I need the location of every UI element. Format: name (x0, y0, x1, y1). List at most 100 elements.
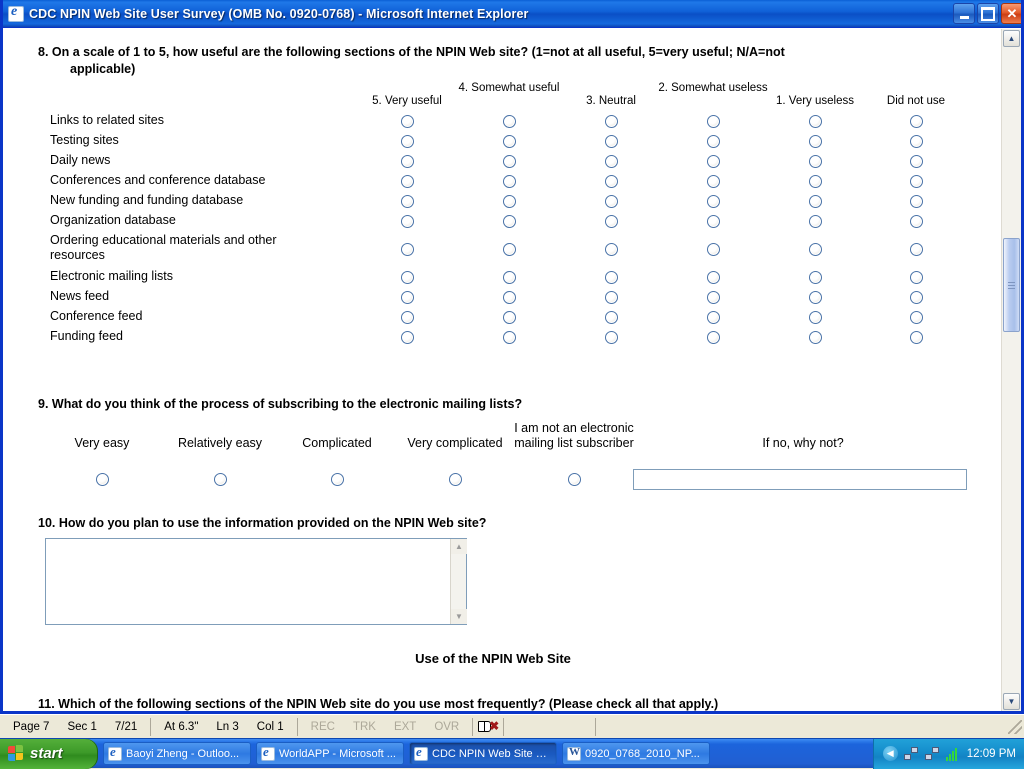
radio-r7-c2[interactable] (503, 243, 516, 256)
radio-r1-c4[interactable] (707, 115, 720, 128)
minimize-button[interactable] (953, 3, 975, 24)
radio-r10-c2[interactable] (503, 311, 516, 324)
close-button[interactable] (1001, 3, 1021, 24)
radio-r4-c4[interactable] (707, 175, 720, 188)
scroll-up-icon[interactable]: ▲ (1003, 30, 1020, 47)
radio-r5-c1[interactable] (401, 195, 414, 208)
radio-r10-c6[interactable] (910, 311, 923, 324)
radio-r5-c2[interactable] (503, 195, 516, 208)
radio-r2-c4[interactable] (707, 135, 720, 148)
radio-r3-c5[interactable] (809, 155, 822, 168)
scroll-up-icon[interactable]: ▲ (451, 539, 467, 554)
scroll-down-icon[interactable]: ▼ (1003, 693, 1020, 710)
radio-r1-c5[interactable] (809, 115, 822, 128)
radio-r4-c5[interactable] (809, 175, 822, 188)
radio-r4-c6[interactable] (910, 175, 923, 188)
radio-r8-c3[interactable] (605, 271, 618, 284)
radio-r6-c6[interactable] (910, 215, 923, 228)
if-no-why-not-input[interactable] (633, 469, 967, 490)
maximize-button[interactable] (977, 3, 999, 24)
resize-grip-icon[interactable] (1008, 719, 1022, 734)
status-spellcheck-group[interactable]: ✖ (473, 717, 505, 736)
radio-r4-c2[interactable] (503, 175, 516, 188)
window-titlebar[interactable]: CDC NPIN Web Site User Survey (OMB No. 0… (3, 0, 1021, 28)
status-trk[interactable]: TRK (352, 720, 376, 733)
radio-r2-c2[interactable] (503, 135, 516, 148)
radio-r5-c4[interactable] (707, 195, 720, 208)
radio-r8-c5[interactable] (809, 271, 822, 284)
radio-r3-c4[interactable] (707, 155, 720, 168)
radio-r11-c1[interactable] (401, 331, 414, 344)
radio-r11-c3[interactable] (605, 331, 618, 344)
radio-r9-c2[interactable] (503, 291, 516, 304)
radio-r4-c3[interactable] (605, 175, 618, 188)
radio-r6-c1[interactable] (401, 215, 414, 228)
q9-radio-complicated[interactable] (331, 473, 344, 486)
radio-r5-c5[interactable] (809, 195, 822, 208)
radio-r8-c6[interactable] (910, 271, 923, 284)
status-ovr[interactable]: OVR (434, 720, 460, 733)
radio-r11-c4[interactable] (707, 331, 720, 344)
radio-r11-c5[interactable] (809, 331, 822, 344)
start-button[interactable]: start (0, 738, 98, 769)
radio-r7-c4[interactable] (707, 243, 720, 256)
radio-r3-c3[interactable] (605, 155, 618, 168)
radio-r10-c4[interactable] (707, 311, 720, 324)
radio-r5-c3[interactable] (605, 195, 618, 208)
radio-r8-c1[interactable] (401, 271, 414, 284)
radio-r1-c3[interactable] (605, 115, 618, 128)
radio-r9-c4[interactable] (707, 291, 720, 304)
radio-r9-c3[interactable] (605, 291, 618, 304)
question-10-textarea[interactable]: ▲ ▼ (45, 538, 467, 625)
radio-r3-c6[interactable] (910, 155, 923, 168)
radio-r7-c3[interactable] (605, 243, 618, 256)
radio-r5-c6[interactable] (910, 195, 923, 208)
radio-r4-c1[interactable] (401, 175, 414, 188)
q9-radio-relatively-easy[interactable] (214, 473, 227, 486)
q9-radio-not-subscriber[interactable] (568, 473, 581, 486)
radio-r11-c6[interactable] (910, 331, 923, 344)
radio-r8-c2[interactable] (503, 271, 516, 284)
radio-r10-c3[interactable] (605, 311, 618, 324)
radio-r11-c2[interactable] (503, 331, 516, 344)
radio-r9-c1[interactable] (401, 291, 414, 304)
radio-r1-c1[interactable] (401, 115, 414, 128)
radio-r3-c2[interactable] (503, 155, 516, 168)
clock[interactable]: 12:09 PM (966, 747, 1016, 760)
radio-r6-c2[interactable] (503, 215, 516, 228)
taskbar-button-outlook[interactable]: Baoyi Zheng - Outloo... (103, 742, 251, 765)
radio-r1-c6[interactable] (910, 115, 923, 128)
radio-r2-c6[interactable] (910, 135, 923, 148)
radio-r6-c4[interactable] (707, 215, 720, 228)
textarea-scrollbar[interactable]: ▲ ▼ (450, 539, 467, 624)
spellcheck-icon[interactable]: ✖ (477, 719, 499, 735)
radio-r3-c1[interactable] (401, 155, 414, 168)
network-icon-2[interactable] (924, 746, 940, 761)
radio-r6-c5[interactable] (809, 215, 822, 228)
radio-r8-c4[interactable] (707, 271, 720, 284)
radio-r7-c5[interactable] (809, 243, 822, 256)
radio-r7-c1[interactable] (401, 243, 414, 256)
radio-r2-c1[interactable] (401, 135, 414, 148)
taskbar-button-cdc-npin[interactable]: CDC NPIN Web Site U... (409, 742, 557, 765)
radio-r9-c5[interactable] (809, 291, 822, 304)
page-scrollbar[interactable]: ▲ ▼ (1001, 29, 1021, 711)
scroll-down-icon[interactable]: ▼ (451, 609, 467, 624)
status-ext[interactable]: EXT (393, 720, 417, 733)
radio-r10-c5[interactable] (809, 311, 822, 324)
radio-r2-c3[interactable] (605, 135, 618, 148)
radio-r2-c5[interactable] (809, 135, 822, 148)
radio-r6-c3[interactable] (605, 215, 618, 228)
signal-strength-icon[interactable] (945, 747, 961, 761)
network-icon[interactable] (903, 746, 919, 761)
radio-r7-c6[interactable] (910, 243, 923, 256)
chevron-left-icon[interactable]: ◀ (882, 746, 898, 761)
scrollbar-thumb[interactable] (1003, 238, 1020, 332)
q9-radio-very-easy[interactable] (96, 473, 109, 486)
status-rec[interactable]: REC (310, 720, 335, 733)
radio-r10-c1[interactable] (401, 311, 414, 324)
radio-r1-c2[interactable] (503, 115, 516, 128)
q9-radio-very-complicated[interactable] (449, 473, 462, 486)
taskbar-button-word-doc[interactable]: 0920_0768_2010_NP... (562, 742, 710, 765)
radio-r9-c6[interactable] (910, 291, 923, 304)
